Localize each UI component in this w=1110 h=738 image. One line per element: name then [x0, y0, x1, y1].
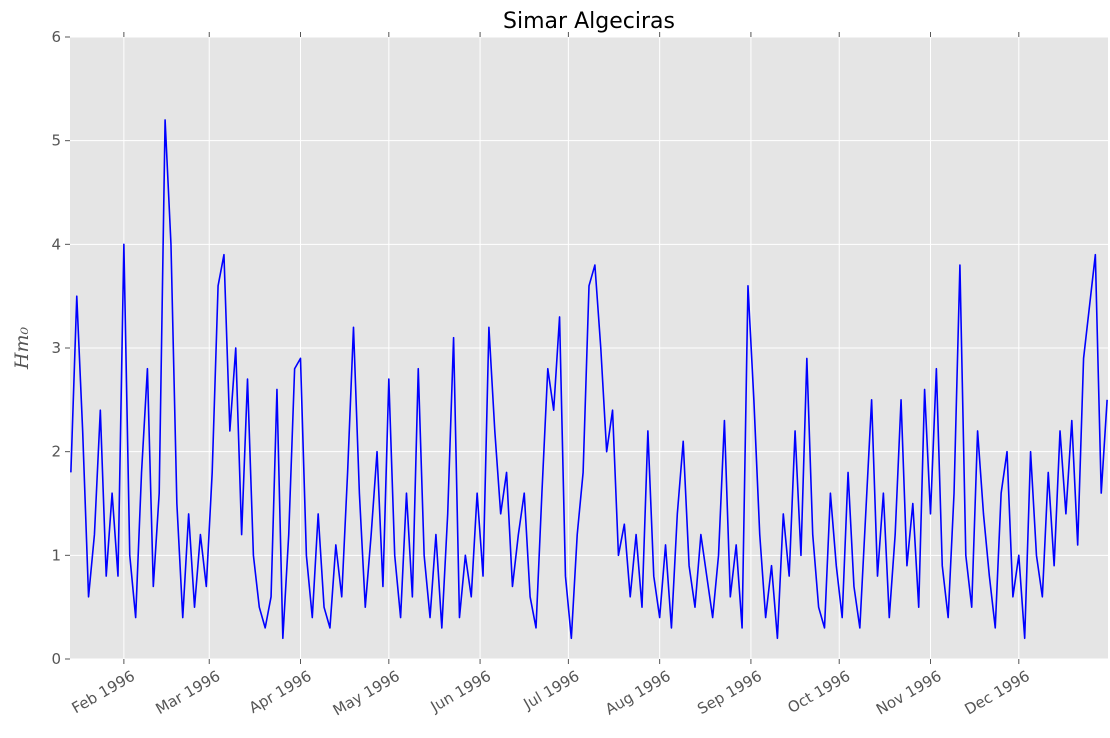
x-tick-label: Aug 1996 [602, 667, 674, 719]
x-tick-label: Sep 1996 [694, 667, 765, 718]
y-tick-label: 4 [51, 235, 61, 253]
data-line [70, 119, 1108, 640]
x-tick-label: Dec 1996 [961, 667, 1032, 719]
y-axis-label: Hm₀ [11, 327, 33, 371]
y-tick-label: 2 [51, 443, 61, 461]
y-tick-label: 5 [51, 132, 61, 150]
x-tick-label: Nov 1996 [873, 667, 945, 719]
y-tick-label: 6 [51, 28, 61, 46]
y-tick-label: 3 [51, 339, 61, 357]
x-tick-label: Oct 1996 [785, 667, 854, 717]
y-tick-label: 0 [51, 650, 61, 668]
x-tick-label: Jul 1996 [520, 667, 583, 714]
x-tick-label: Apr 1996 [246, 667, 315, 717]
y-tick-label: 1 [51, 546, 61, 564]
chart-title: Simar Algeciras [503, 9, 675, 34]
x-tick-label: Mar 1996 [153, 667, 224, 718]
x-tick-label: Feb 1996 [69, 667, 138, 717]
x-tick-label: May 1996 [330, 667, 403, 720]
x-tick-label: Jun 1996 [427, 667, 494, 716]
